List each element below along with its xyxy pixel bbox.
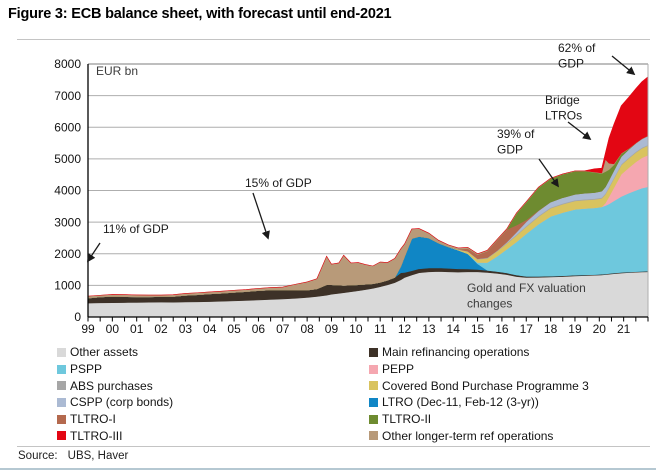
legend-column-right: Main refinancing operations PEPP Covered B… [369,344,589,444]
x-axis-label-19: 19 [568,322,582,336]
x-axis-label-14: 14 [447,322,461,336]
x-axis-label-08: 08 [300,322,314,336]
legend-item-mro: Main refinancing operations [369,344,589,361]
annotation-gdp-39: 39% of [497,127,535,141]
y-axis-label-5000: 5000 [54,152,81,166]
x-axis-label-07: 07 [276,322,290,336]
legend-label-cspp: CSPP (corp bonds) [70,395,174,410]
legend-item-other_ltro: Other longer-term ref operations [369,427,589,444]
legend-item-pepp: PEPP [369,361,589,378]
x-axis-label-02: 02 [154,322,168,336]
legend-item-cbpp3: Covered Bond Purchase Programme 3 [369,377,589,394]
legend-swatch-mro [369,347,378,357]
legend-label-pepp: PEPP [382,362,415,377]
legend-label-mro: Main refinancing operations [382,345,530,360]
legend-label-abs: ABS purchases [70,378,153,393]
annotation-gdp-39: GDP [497,143,523,157]
legend-swatch-abs [57,381,66,391]
x-axis-label-12: 12 [398,322,412,336]
legend-item-pspp: PSPP [57,361,173,378]
x-axis-label-05: 05 [227,322,241,336]
annotation-arrow-gdp-62 [611,55,636,76]
legend-swatch-ltro [369,397,378,407]
balance-sheet-chart: 99 00 01 02 03 04 05 06 07 08 09 10 11 12 13 14 15 16 17 18… [54,41,649,336]
legend-label-pspp: PSPP [70,362,103,377]
annotation-arrow-gdp-11 [87,242,101,263]
legend-label-other_ltro: Other longer-term ref operations [382,428,554,443]
title-divider [17,39,650,40]
legend-swatch-tltro3 [57,431,66,441]
x-axis-label-00: 00 [106,322,120,336]
source-divider [17,446,650,447]
x-axis-label-21: 21 [617,322,631,336]
annotation-arrow-bridge-ltros [567,121,592,141]
x-axis-label-04: 04 [203,322,217,336]
legend-label-tltro3: TLTRO-III [70,428,123,443]
x-axis-label-01: 01 [130,322,144,336]
annotation-arrow-gdp-39 [538,158,559,188]
legend-label-ltro: LTRO (Dec-11, Feb-12 (3-yr)) [382,395,539,410]
legend-item-ltro: LTRO (Dec-11, Feb-12 (3-yr)) [369,394,589,411]
legend-swatch-tltro1 [57,414,66,424]
y-axis-label-6000: 6000 [54,120,81,134]
x-axis-label-10: 10 [349,322,363,336]
x-axis-label-11: 11 [374,322,387,336]
y-axis-label-2000: 2000 [54,247,81,261]
source-label: Source: [18,450,58,462]
y-axis-label-3000: 3000 [54,215,81,229]
legend-item-cspp: CSPP (corp bonds) [57,394,173,411]
annotation-bridge-ltros: Bridge [545,93,580,107]
y-axis-label-0: 0 [74,310,81,324]
annotation-arrow-gdp-15 [252,192,270,240]
legend-swatch-pepp [369,364,378,374]
legend-item-tltro3: TLTRO-III [57,427,173,444]
annotation-gdp-62: GDP [558,57,584,71]
y-axis-label-7000: 7000 [54,89,81,103]
annotation-gold-fx: changes [467,297,512,311]
annotation-gold-fx: Gold and FX valuation [467,281,586,295]
source-row: Source: UBS, Haver [18,450,128,462]
legend-swatch-cspp [57,397,66,407]
y-axis-label-4000: 4000 [54,184,81,198]
legend-label-tltro1: TLTRO-I [70,412,116,427]
legend-column-left: Other assets PSPP ABS purchases CSPP (corp … [57,344,173,444]
x-axis-label-06: 06 [252,322,266,336]
y-axis-label-1000: 1000 [54,279,81,293]
x-axis-label-17: 17 [520,322,534,336]
x-axis-label-99: 99 [81,322,95,336]
legend-swatch-other_assets [57,347,66,357]
legend-item-abs: ABS purchases [57,377,173,394]
legend-label-cbpp3: Covered Bond Purchase Programme 3 [382,378,589,393]
x-axis-label-13: 13 [422,322,436,336]
source-text: UBS, Haver [67,450,129,462]
annotation-gdp-11: 11% of GDP [103,222,169,236]
annotation-eur-bn: EUR bn [96,64,138,78]
legend-swatch-pspp [57,364,66,374]
legend-item-tltro1: TLTRO-I [57,411,173,428]
legend-item-tltro2: TLTRO-II [369,411,589,428]
x-axis-label-15: 15 [471,322,485,336]
chart-legend: Other assets PSPP ABS purchases CSPP (corp … [0,344,656,445]
legend-swatch-cbpp3 [369,381,378,391]
x-axis-label-03: 03 [179,322,193,336]
footer-accent-line [0,468,656,470]
annotation-gdp-15: 15% of GDP [245,176,312,190]
x-axis-label-09: 09 [325,322,339,336]
legend-label-other_assets: Other assets [70,345,139,360]
legend-swatch-tltro2 [369,414,378,424]
x-axis-label-18: 18 [544,322,558,336]
legend-label-tltro2: TLTRO-II [382,412,432,427]
annotation-bridge-ltros: LTROs [545,109,582,123]
x-axis-label-16: 16 [495,322,509,336]
x-axis-label-20: 20 [593,322,607,336]
legend-swatch-other_ltro [369,431,378,441]
annotation-gdp-62: 62% of [558,41,596,55]
y-axis-label-8000: 8000 [54,57,81,71]
legend-item-other_assets: Other assets [57,344,173,361]
page-title: Figure 3: ECB balance sheet, with foreca… [8,6,392,22]
